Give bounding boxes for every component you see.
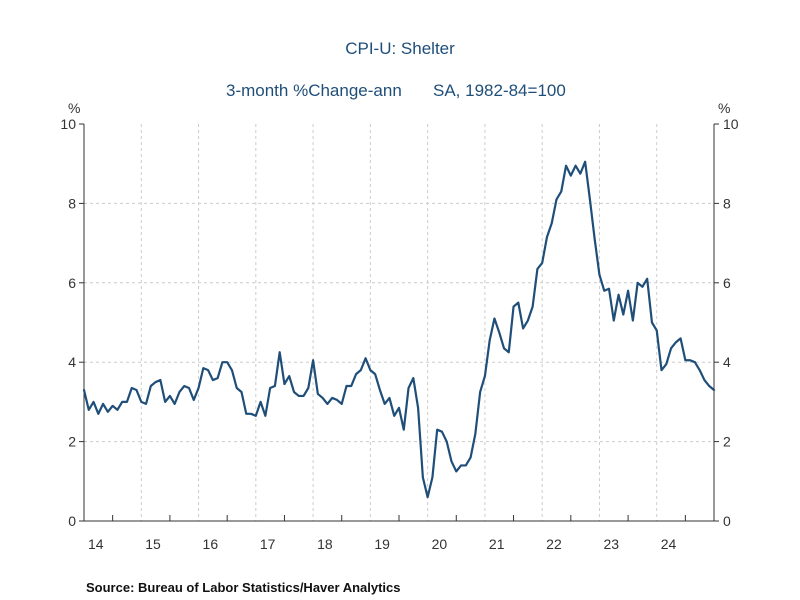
x-tick-label: 15 xyxy=(145,536,161,552)
y-axis-right-unit: % xyxy=(718,100,730,116)
chart-title: CPI-U: Shelter xyxy=(345,39,455,58)
y-axis-left-unit: % xyxy=(68,100,80,116)
x-tick-label: 19 xyxy=(374,536,390,552)
y-tick-label-right: 2 xyxy=(723,434,731,450)
y-tick-label-right: 8 xyxy=(723,195,731,211)
x-tick-label: 17 xyxy=(260,536,276,552)
x-tick-label: 23 xyxy=(603,536,619,552)
chart-subtitle-left: 3-month %Change-ann xyxy=(226,81,402,100)
y-tick-label-left: 10 xyxy=(60,116,76,132)
y-tick-label-left: 8 xyxy=(68,195,76,211)
y-tick-label-left: 2 xyxy=(68,434,76,450)
gridlines xyxy=(84,124,714,521)
y-tick-label-right: 4 xyxy=(723,354,731,370)
x-tick-label: 20 xyxy=(432,536,448,552)
y-tick-label-right: 0 xyxy=(723,513,731,529)
x-tick-label: 14 xyxy=(88,536,104,552)
axis-ticks xyxy=(79,123,719,522)
x-tick-label: 22 xyxy=(546,536,562,552)
plot-frame xyxy=(83,124,715,522)
x-tick-label: 16 xyxy=(203,536,219,552)
y-tick-label-left: 4 xyxy=(68,354,76,370)
y-tick-label-left: 0 xyxy=(68,513,76,529)
y-tick-label-left: 6 xyxy=(68,275,76,291)
x-tick-label: 18 xyxy=(317,536,333,552)
x-tick-label: 21 xyxy=(489,536,505,552)
x-tick-label: 24 xyxy=(661,536,677,552)
series-line-shelter xyxy=(82,160,716,499)
y-tick-label-right: 10 xyxy=(723,116,739,132)
source-note: Source: Bureau of Labor Statistics/Haver… xyxy=(86,580,401,595)
y-tick-label-right: 6 xyxy=(723,275,731,291)
chart-subtitle-right: SA, 1982-84=100 xyxy=(433,81,566,100)
